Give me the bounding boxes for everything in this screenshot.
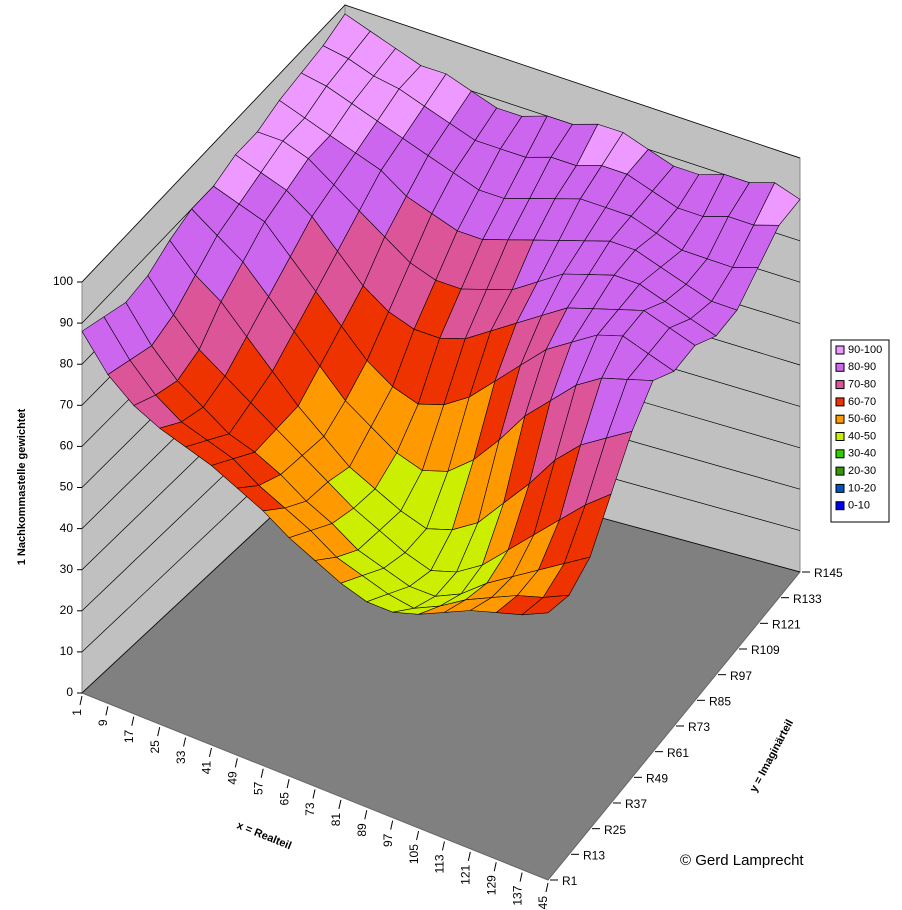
- z-axis-title: 1 Nachkommastelle gewichtet: [16, 408, 28, 565]
- x-tick-label: 41: [200, 761, 214, 775]
- x-tick-label: 113: [433, 854, 447, 873]
- legend-swatch: [835, 449, 845, 459]
- x-tick: [234, 758, 238, 768]
- legend-label: 40-50: [848, 430, 876, 442]
- legend-swatch: [835, 397, 845, 407]
- y-tick-label: R1: [562, 874, 578, 888]
- x-tick: [416, 830, 420, 841]
- x-tick: [364, 810, 368, 820]
- y-tick-label: R13: [583, 849, 605, 863]
- x-tick: [286, 779, 290, 789]
- x-tick-label: 17: [122, 729, 136, 743]
- z-tick-label: 40: [60, 521, 74, 535]
- x-tick-label: 145: [536, 896, 550, 910]
- x-tick-label: 1: [70, 709, 84, 716]
- legend-swatch: [835, 466, 845, 476]
- x-tick-label: 73: [303, 802, 317, 816]
- x-tick-label: 137: [510, 885, 524, 905]
- x-tick: [131, 716, 135, 726]
- x-tick-label: 105: [407, 844, 421, 864]
- y-tick-label: R145: [814, 566, 843, 580]
- legend: 90-100 80-90 70-80 60-70 50-60 40-50 30-40 20-3…: [830, 339, 890, 523]
- x-tick: [183, 737, 187, 747]
- x-tick: [208, 747, 212, 758]
- y-tick-label: R25: [604, 823, 626, 837]
- legend-label: 0-10: [848, 500, 870, 512]
- x-tick-label: 97: [381, 833, 395, 847]
- z-tick-label: 0: [66, 685, 73, 699]
- x-tick-label: 57: [251, 781, 265, 795]
- y-tick-label: R133: [793, 592, 822, 606]
- x-tick: [260, 768, 264, 778]
- legend-label: 90-100: [848, 344, 882, 356]
- x-tick-label: 121: [458, 864, 472, 884]
- z-tick-label: 30: [60, 562, 74, 576]
- x-tick: [493, 862, 497, 872]
- x-tick: [79, 695, 83, 706]
- z-tick-label: 80: [60, 356, 74, 370]
- axes: 0 10 20 30 40 50 60 70 80 90 100 1 9 17 25 33 41 49 57 65 73…: [53, 274, 843, 910]
- legend-swatch: [835, 501, 845, 511]
- z-tick-label: 70: [60, 397, 74, 411]
- legend-swatch: [835, 380, 845, 390]
- x-tick: [390, 820, 394, 830]
- legend-label: 70-80: [848, 379, 876, 391]
- legend-swatch: [835, 414, 845, 424]
- z-tick-label: 50: [60, 480, 74, 494]
- x-tick: [157, 727, 161, 737]
- x-tick-label: 81: [329, 813, 343, 827]
- x-tick-label: 65: [277, 792, 291, 806]
- x-tick-label: 129: [484, 875, 498, 895]
- z-tick-label: 90: [60, 315, 74, 329]
- legend-swatch: [835, 345, 845, 355]
- x-tick-label: 49: [225, 771, 239, 785]
- x-tick: [441, 841, 445, 851]
- credit: © Gerd Lamprecht: [680, 852, 804, 869]
- grid-line: [81, 4, 801, 283]
- y-tick-label: R37: [625, 797, 647, 811]
- y-tick-label: R97: [730, 669, 752, 683]
- x-tick: [338, 799, 342, 809]
- surface: [81, 13, 801, 616]
- legend-label: 60-70: [848, 396, 876, 408]
- x-axis-title: x = Realteil: [235, 820, 293, 853]
- legend-swatch: [835, 362, 845, 372]
- y-tick-label: R73: [688, 720, 710, 734]
- x-tick: [467, 851, 471, 861]
- legend-swatch: [835, 483, 845, 493]
- y-tick-label: R85: [709, 695, 731, 709]
- z-tick-label: 10: [60, 644, 74, 658]
- z-tick-label: 60: [60, 439, 74, 453]
- y-tick-label: R61: [667, 746, 689, 760]
- surface-cell: [521, 594, 570, 616]
- x-tick-label: 25: [148, 740, 162, 754]
- z-tick-label: 100: [53, 274, 73, 288]
- x-tick: [519, 872, 523, 882]
- x-tick-label: 9: [96, 719, 110, 726]
- x-tick-label: 33: [174, 750, 188, 764]
- z-tick-label: 20: [60, 603, 74, 617]
- legend-label: 20-30: [848, 465, 876, 477]
- y-axis-title: y = Imaginärteil: [748, 718, 796, 795]
- legend-label: 80-90: [848, 361, 876, 373]
- y-tick-label: R109: [751, 643, 780, 657]
- y-tick-label: R121: [772, 618, 801, 632]
- x-tick: [545, 882, 549, 893]
- x-tick: [312, 789, 316, 799]
- y-tick-label: R49: [646, 772, 668, 786]
- legend-swatch: [835, 432, 845, 441]
- x-tick-label: 89: [355, 823, 369, 837]
- legend-label: 50-60: [848, 413, 876, 425]
- legend-label: 10-20: [848, 482, 876, 494]
- legend-label: 30-40: [848, 448, 876, 460]
- x-tick: [105, 706, 109, 716]
